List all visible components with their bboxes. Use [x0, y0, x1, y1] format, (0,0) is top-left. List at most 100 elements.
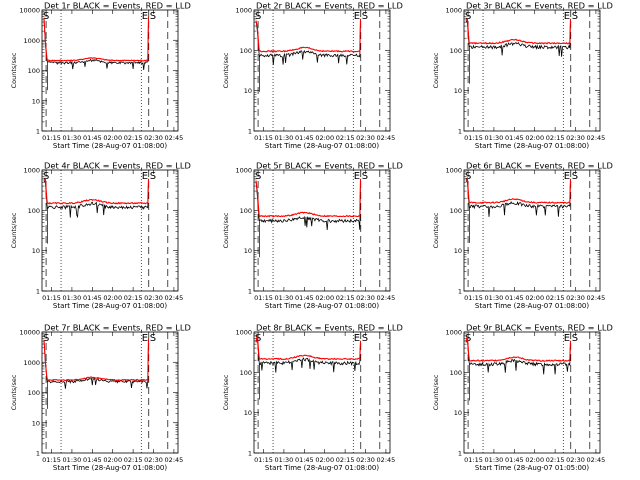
x-tick-label: 02:15	[124, 456, 143, 464]
y-tick-label: 100	[28, 207, 40, 215]
y-tick-label: 1000	[23, 37, 40, 45]
plot-frame	[41, 169, 179, 292]
series-line-events	[255, 18, 361, 66]
x-tick-label: 02:15	[546, 456, 565, 464]
chart-panel-9: Det 9r BLACK = Events, RED = LLD 1 10 100 10…	[432, 323, 613, 473]
x-tick-label: 02:30	[356, 134, 375, 142]
marker-label-s: S	[362, 171, 368, 182]
x-tick-label: 01:15	[464, 456, 483, 464]
series-line-events	[43, 16, 149, 71]
series-line-lld	[465, 336, 572, 363]
marker-label-start: S	[255, 11, 261, 22]
chart-title: Det 6r BLACK = Events, RED = LLD	[466, 161, 613, 171]
x-axis-label: Start Time (28-Aug-07 01:08:00)	[53, 464, 167, 472]
y-tick-label: 1	[248, 450, 252, 458]
series-line-lld	[255, 178, 362, 218]
marker-label-start: S	[43, 171, 49, 182]
x-tick-label: 01:15	[254, 456, 273, 464]
x-tick-label: 02:15	[336, 456, 355, 464]
marker-label-e: E	[142, 333, 148, 344]
y-tick-label: 1000	[235, 329, 252, 337]
chart-title: Det 3r BLACK = Events, RED = LLD	[466, 1, 613, 11]
series-line-lld	[465, 176, 572, 204]
y-tick-label: 10000	[19, 7, 40, 15]
x-tick-label: 02:30	[566, 134, 585, 142]
marker-label-e: E	[142, 11, 148, 22]
y-axis-label: Counts/sec	[432, 212, 440, 248]
y-tick-label: 1000	[445, 329, 462, 337]
y-tick-label: 1000	[235, 167, 252, 175]
y-axis-label: Counts/sec	[10, 52, 18, 88]
y-tick-label: 100	[28, 389, 40, 397]
marker-label-start: S	[255, 171, 261, 182]
x-tick-label: 02:15	[336, 134, 355, 142]
y-tick-label: 1000	[23, 167, 40, 175]
plot-frame	[253, 9, 391, 132]
series-line-events	[465, 338, 571, 375]
x-axis-label: Start Time (28-Aug-07 01:08:00)	[265, 142, 379, 150]
y-tick-label: 10	[454, 87, 462, 95]
marker-label-start: S	[465, 333, 471, 344]
x-tick-label: 02:45	[587, 294, 606, 302]
x-tick-label: 01:15	[42, 294, 61, 302]
x-tick-label: 02:45	[377, 456, 396, 464]
y-tick-label: 1	[458, 450, 462, 458]
y-axis-label: Counts/sec	[222, 374, 230, 410]
marker-label-s: S	[150, 333, 156, 344]
x-tick-label: 01:45	[83, 134, 102, 142]
series-line-lld	[255, 334, 362, 361]
x-tick-label: 02:00	[103, 294, 122, 302]
y-tick-label: 1000	[445, 167, 462, 175]
marker-label-s: S	[362, 333, 368, 344]
x-axis-label: Start Time (28-Aug-07 01:08:00)	[475, 142, 589, 150]
series-line-lld	[255, 18, 362, 54]
x-tick-label: 01:15	[254, 134, 273, 142]
x-tick-label: 02:15	[124, 134, 143, 142]
chart-title: Det 9r BLACK = Events, RED = LLD	[466, 323, 613, 333]
marker-label-s: S	[572, 333, 578, 344]
marker-label-e: E	[564, 11, 570, 22]
plot-frame	[463, 9, 601, 132]
y-tick-label: 10	[32, 419, 40, 427]
x-tick-label: 01:15	[254, 294, 273, 302]
y-tick-label: 10	[32, 247, 40, 255]
y-tick-label: 100	[450, 47, 462, 55]
plot-frame	[463, 331, 601, 454]
x-tick-label: 01:45	[505, 456, 524, 464]
marker-label-s: S	[362, 11, 368, 22]
x-tick-label: 01:15	[464, 134, 483, 142]
x-tick-label: 01:15	[42, 134, 61, 142]
x-tick-label: 02:45	[377, 294, 396, 302]
x-tick-label: 01:30	[485, 456, 504, 464]
x-tick-label: 02:30	[356, 456, 375, 464]
x-tick-label: 02:30	[144, 294, 163, 302]
y-tick-label: 1	[248, 288, 252, 296]
x-tick-label: 02:00	[315, 294, 334, 302]
x-axis-label: Start Time (28-Aug-07 01:08:00)	[53, 302, 167, 310]
x-tick-label: 01:30	[485, 294, 504, 302]
marker-label-start: S	[465, 11, 471, 22]
x-tick-label: 02:00	[525, 134, 544, 142]
x-tick-label: 02:45	[165, 294, 184, 302]
x-tick-label: 02:30	[566, 294, 585, 302]
x-tick-label: 01:45	[505, 134, 524, 142]
chart-title: Det 5r BLACK = Events, RED = LLD	[256, 161, 403, 171]
y-tick-label: 100	[240, 207, 252, 215]
y-tick-label: 1000	[235, 7, 252, 15]
x-tick-label: 01:45	[83, 294, 102, 302]
x-tick-label: 02:00	[315, 134, 334, 142]
series-line-events	[465, 18, 571, 57]
marker-label-s: S	[150, 11, 156, 22]
plot-frame	[41, 9, 179, 132]
x-tick-label: 02:15	[546, 294, 565, 302]
y-tick-label: 10000	[19, 329, 40, 337]
marker-label-e: E	[354, 11, 360, 22]
y-tick-label: 10	[244, 409, 252, 417]
y-axis-label: Counts/sec	[10, 212, 18, 248]
y-tick-label: 10	[454, 409, 462, 417]
x-tick-label: 02:30	[144, 456, 163, 464]
series-line-lld	[465, 17, 572, 45]
x-axis-label: Start Time (28-Aug-07 01:08:00)	[265, 302, 379, 310]
x-axis-label: Start Time (28-Aug-07 01:08:00)	[265, 464, 379, 472]
series-line-events	[43, 178, 149, 219]
